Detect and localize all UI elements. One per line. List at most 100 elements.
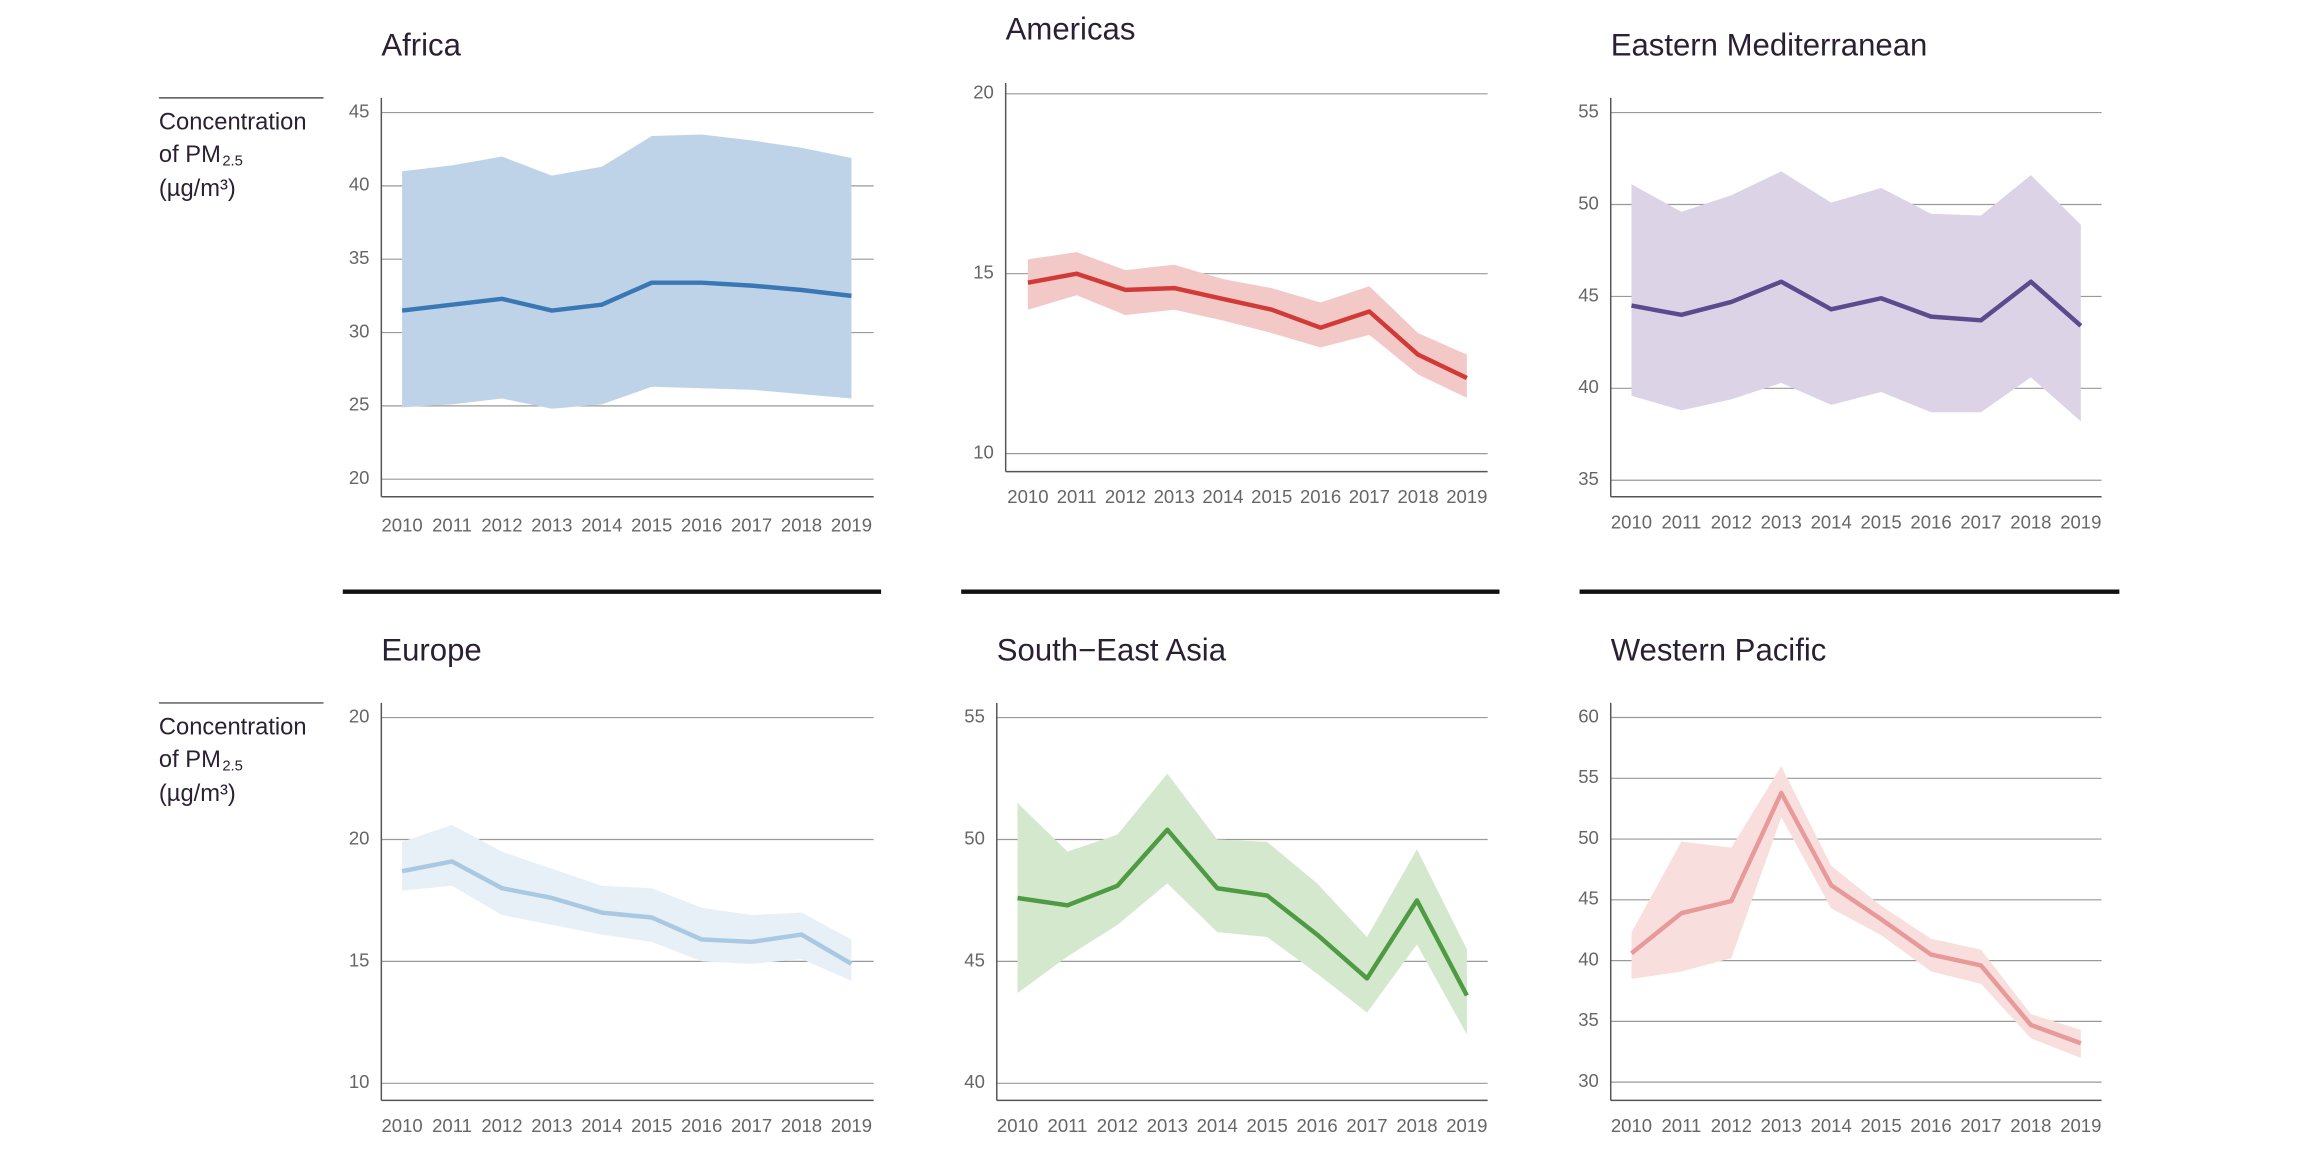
line bbox=[1630, 790, 2082, 1046]
y-tick-label: 60 bbox=[1578, 705, 1599, 726]
line bbox=[1027, 271, 1468, 381]
x-tick-label: 2019 bbox=[831, 1115, 872, 1136]
y-label: of PM bbox=[159, 142, 221, 168]
x-tick-label: 2019 bbox=[1446, 486, 1487, 507]
chart-title: Europe bbox=[381, 633, 481, 668]
x-tick-label: 2011 bbox=[432, 514, 472, 535]
confidence-band bbox=[402, 134, 852, 409]
x-tick-label: 2013 bbox=[1147, 1115, 1188, 1136]
line bbox=[401, 280, 852, 313]
x-tick-label: 2019 bbox=[831, 514, 872, 535]
x-tick-label: 2012 bbox=[481, 1115, 522, 1136]
y-tick-label: 10 bbox=[349, 1071, 370, 1092]
y-label: of PM bbox=[159, 747, 221, 773]
y-tick-label: 10 bbox=[973, 441, 994, 462]
x-tick-label: 2014 bbox=[1811, 1115, 1852, 1136]
x-tick-label: 2011 bbox=[1661, 1115, 1701, 1136]
y-tick-label: 20 bbox=[349, 827, 370, 848]
x-tick-label: 2010 bbox=[1611, 1115, 1652, 1136]
x-tick-label: 2014 bbox=[581, 1115, 622, 1136]
x-tick-label: 2015 bbox=[1861, 1115, 1902, 1136]
y-tick-label: 50 bbox=[1578, 827, 1599, 848]
line bbox=[1017, 827, 1469, 997]
y-tick-label: 15 bbox=[349, 949, 370, 970]
y-tick-label: 30 bbox=[349, 320, 370, 341]
x-tick-label: 2018 bbox=[781, 1115, 822, 1136]
x-tick-label: 2017 bbox=[731, 514, 772, 535]
y-tick-label: 45 bbox=[1578, 284, 1599, 305]
x-tick-label: 2010 bbox=[1007, 486, 1048, 507]
confidence-band bbox=[1631, 766, 2081, 1058]
y-tick-label: 45 bbox=[1578, 888, 1599, 909]
chart-title: Americas bbox=[1006, 11, 1136, 46]
y-tick-label: 20 bbox=[349, 467, 370, 488]
y-label-subscript: 2.5 bbox=[222, 154, 243, 170]
x-tick-label: 2018 bbox=[781, 514, 822, 535]
x-tick-label: 2018 bbox=[2010, 511, 2051, 532]
y-label: (µg/m³) bbox=[159, 781, 236, 807]
line bbox=[1631, 279, 2083, 328]
x-tick-label: 2019 bbox=[2060, 511, 2101, 532]
x-tick-label: 2014 bbox=[581, 514, 622, 535]
x-tick-label: 2014 bbox=[1202, 486, 1243, 507]
y-tick-label: 55 bbox=[1578, 766, 1599, 787]
y-label: (µg/m³) bbox=[159, 176, 236, 202]
x-tick-label: 2015 bbox=[1861, 511, 1902, 532]
x-tick-label: 2018 bbox=[2010, 1115, 2051, 1136]
x-tick-label: 2015 bbox=[1247, 1115, 1288, 1136]
line bbox=[401, 859, 853, 966]
x-tick-label: 2017 bbox=[1349, 486, 1390, 507]
chart-title: Eastern Mediterranean bbox=[1611, 28, 1928, 63]
x-tick-label: 2013 bbox=[1154, 486, 1195, 507]
x-tick-label: 2014 bbox=[1811, 511, 1852, 532]
x-tick-label: 2012 bbox=[1097, 1115, 1138, 1136]
chart-title: South−East Asia bbox=[997, 633, 1227, 668]
x-tick-label: 2016 bbox=[1300, 486, 1341, 507]
confidence-band bbox=[1017, 773, 1467, 1035]
x-tick-label: 2011 bbox=[1661, 511, 1701, 532]
x-tick-label: 2016 bbox=[681, 514, 722, 535]
x-tick-label: 2010 bbox=[1611, 511, 1652, 532]
x-tick-label: 2015 bbox=[1251, 486, 1292, 507]
y-tick-label: 55 bbox=[964, 705, 985, 726]
x-tick-label: 2019 bbox=[1446, 1115, 1487, 1136]
x-tick-label: 2017 bbox=[731, 1115, 772, 1136]
x-tick-label: 2015 bbox=[631, 1115, 672, 1136]
x-tick-label: 2013 bbox=[531, 1115, 572, 1136]
y-tick-label: 15 bbox=[973, 262, 994, 283]
x-tick-label: 2018 bbox=[1396, 1115, 1437, 1136]
x-tick-label: 2013 bbox=[531, 514, 572, 535]
chart-title: Western Pacific bbox=[1611, 633, 1827, 668]
x-tick-label: 2013 bbox=[1761, 1115, 1802, 1136]
y-tick-label: 45 bbox=[349, 100, 370, 121]
x-tick-label: 2011 bbox=[1057, 486, 1097, 507]
x-tick-label: 2016 bbox=[1296, 1115, 1337, 1136]
confidence-band bbox=[1631, 171, 2081, 422]
y-tick-label: 40 bbox=[1578, 948, 1599, 969]
y-label: Concentration bbox=[159, 109, 307, 135]
y-tick-label: 20 bbox=[349, 705, 370, 726]
y-tick-label: 25 bbox=[349, 394, 370, 415]
y-tick-label: 35 bbox=[349, 247, 370, 268]
x-tick-label: 2010 bbox=[997, 1115, 1038, 1136]
confidence-band bbox=[402, 824, 852, 981]
x-tick-label: 2017 bbox=[1960, 1115, 2001, 1136]
x-tick-label: 2014 bbox=[1197, 1115, 1238, 1136]
x-tick-label: 2017 bbox=[1346, 1115, 1387, 1136]
x-tick-label: 2013 bbox=[1761, 511, 1802, 532]
y-tick-label: 35 bbox=[1578, 1009, 1599, 1030]
x-tick-label: 2011 bbox=[1048, 1115, 1088, 1136]
x-tick-label: 2016 bbox=[1910, 511, 1951, 532]
y-tick-label: 50 bbox=[964, 827, 985, 848]
y-tick-label: 55 bbox=[1578, 100, 1599, 121]
x-tick-label: 2010 bbox=[381, 514, 422, 535]
x-tick-label: 2011 bbox=[432, 1115, 472, 1136]
y-tick-label: 30 bbox=[1578, 1070, 1599, 1091]
y-tick-label: 45 bbox=[964, 949, 985, 970]
x-tick-label: 2012 bbox=[1711, 1115, 1752, 1136]
x-tick-label: 2010 bbox=[381, 1115, 422, 1136]
x-tick-label: 2016 bbox=[1910, 1115, 1951, 1136]
y-label-subscript: 2.5 bbox=[222, 759, 243, 775]
x-tick-label: 2017 bbox=[1960, 511, 2001, 532]
